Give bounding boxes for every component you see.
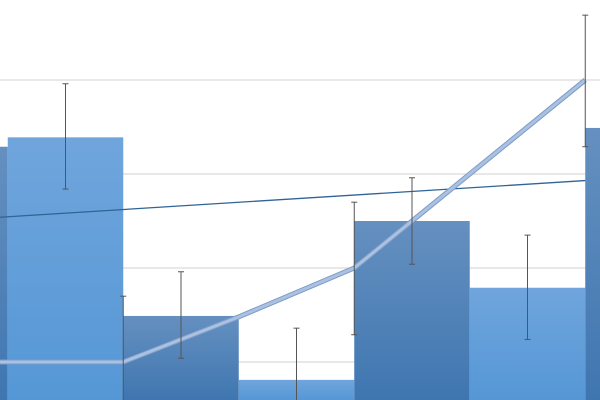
bar (585, 127, 600, 400)
error-bars (62, 14, 589, 400)
trendline (0, 179, 586, 218)
line-series (0, 78, 587, 364)
trendline-group (0, 179, 586, 218)
bar (0, 146, 8, 400)
bars (0, 127, 600, 400)
line-series-group (0, 78, 587, 365)
